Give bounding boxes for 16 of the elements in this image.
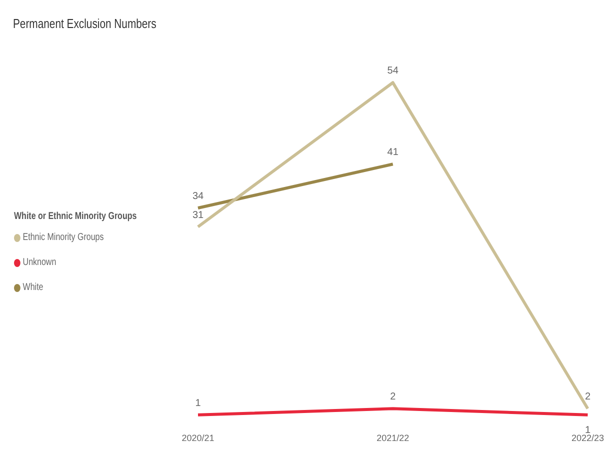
legend-label: White [22,282,44,293]
chart-title: Permanent Exclusion Numbers [13,16,156,31]
x-tick-label: 2021/22 [376,433,410,444]
data-label: 31 [192,210,204,221]
x-tick-label: 2022/23 [571,433,604,444]
data-label: 54 [387,66,399,77]
legend-label: Ethnic Minority Groups [22,232,104,243]
data-label: 41 [387,147,399,158]
data-label: 2 [390,392,396,403]
data-label: 2 [584,392,591,403]
x-tick-label: 2020/21 [182,433,214,444]
legend-label: Unknown [22,257,56,268]
data-label: 1 [584,424,591,436]
data-label: 34 [192,191,204,202]
legend-title: White or Ethnic Minority Groups [14,211,137,222]
data-label: 1 [195,398,202,409]
